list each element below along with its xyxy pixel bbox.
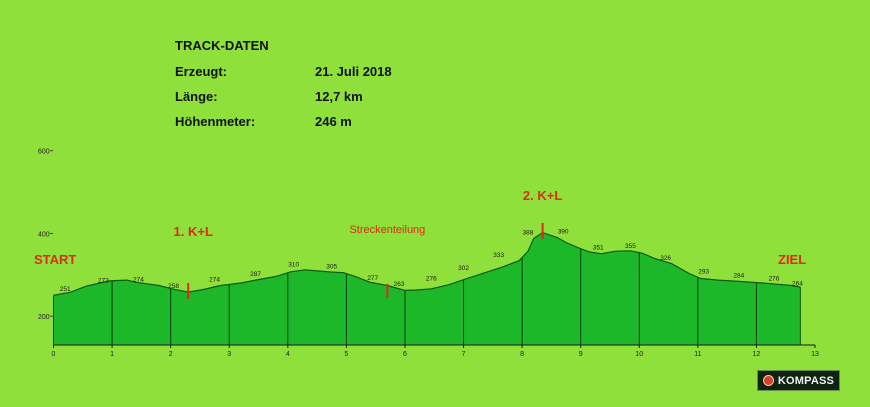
elevation-point-label: 276	[426, 276, 437, 283]
x-tick-label: 1	[110, 351, 114, 358]
checkpoint-1-label: 1. K+L	[174, 224, 213, 239]
elevation-point-label: 251	[60, 286, 71, 293]
elevation-point-label: 390	[558, 229, 569, 236]
elevation-point-label: 264	[792, 281, 803, 288]
x-tick-label: 3	[227, 351, 231, 358]
x-tick-label: 6	[403, 351, 407, 358]
elevation-point-label: 274	[209, 276, 220, 283]
kompass-logo-text: KOMPASS	[777, 374, 835, 387]
x-tick-label: 10	[635, 351, 643, 358]
track-data-panel: TRACK-DATEN Erzeugt: 21. Juli 2018 Länge…	[175, 38, 392, 134]
x-tick-label: 5	[344, 351, 348, 358]
x-tick-label: 7	[462, 351, 466, 358]
length-value: 12,7 km	[315, 89, 363, 104]
finish-label: ZIEL	[778, 252, 806, 267]
x-tick-label: 12	[753, 351, 761, 358]
route-split-label: Streckenteilung	[349, 224, 425, 236]
y-tick-label: 600	[38, 149, 50, 156]
track-data-title: TRACK-DATEN	[175, 38, 269, 53]
elevation-point-label: 355	[625, 243, 636, 250]
y-tick-label: 200	[38, 314, 50, 321]
created-label: Erzeugt:	[175, 64, 227, 79]
elevation-point-label: 302	[458, 265, 469, 272]
elevation-point-label: 326	[660, 255, 671, 262]
start-label: START	[34, 252, 76, 267]
kompass-logo-icon	[762, 375, 774, 386]
elevation-point-label: 333	[493, 252, 504, 259]
elevation-gain-value: 246 m	[315, 114, 352, 129]
elevation-line	[53, 231, 801, 296]
created-value: 21. Juli 2018	[315, 64, 392, 79]
elevation-gain-label: Höhenmeter:	[175, 114, 256, 129]
elevation-gain-row: Höhenmeter: 246 m	[175, 109, 392, 134]
elevation-point-label: 276	[769, 276, 780, 283]
y-tick-label: 400	[38, 231, 50, 238]
x-tick-label: 9	[579, 351, 583, 358]
elevation-point-label: 258	[168, 283, 179, 290]
elevation-point-label: 263	[394, 281, 405, 288]
length-row: Länge: 12,7 km	[175, 84, 392, 109]
elevation-point-label: 293	[698, 269, 709, 276]
x-tick-label: 4	[286, 351, 290, 358]
elevation-area	[53, 232, 801, 345]
kompass-logo: KOMPASS	[757, 370, 840, 391]
x-tick-label: 2	[169, 351, 173, 358]
elevation-point-label: 274	[133, 276, 144, 283]
elevation-point-label: 351	[593, 245, 604, 252]
elevation-point-label: 277	[367, 275, 378, 282]
length-label: Länge:	[175, 89, 218, 104]
x-tick-label: 11	[694, 351, 701, 358]
x-tick-label: 8	[520, 351, 524, 358]
elevation-point-label: 272	[98, 277, 109, 284]
elevation-point-label: 310	[288, 262, 299, 269]
elevation-point-label: 305	[326, 264, 337, 271]
elevation-point-label: 287	[250, 271, 261, 278]
created-row: Erzeugt: 21. Juli 2018	[175, 59, 392, 84]
x-tick-label: 0	[52, 351, 56, 358]
x-tick-label: 13	[811, 351, 819, 358]
checkpoint-2-label: 2. K+L	[523, 188, 562, 203]
elevation-point-label: 388	[523, 229, 534, 236]
elevation-point-label: 284	[733, 272, 744, 279]
